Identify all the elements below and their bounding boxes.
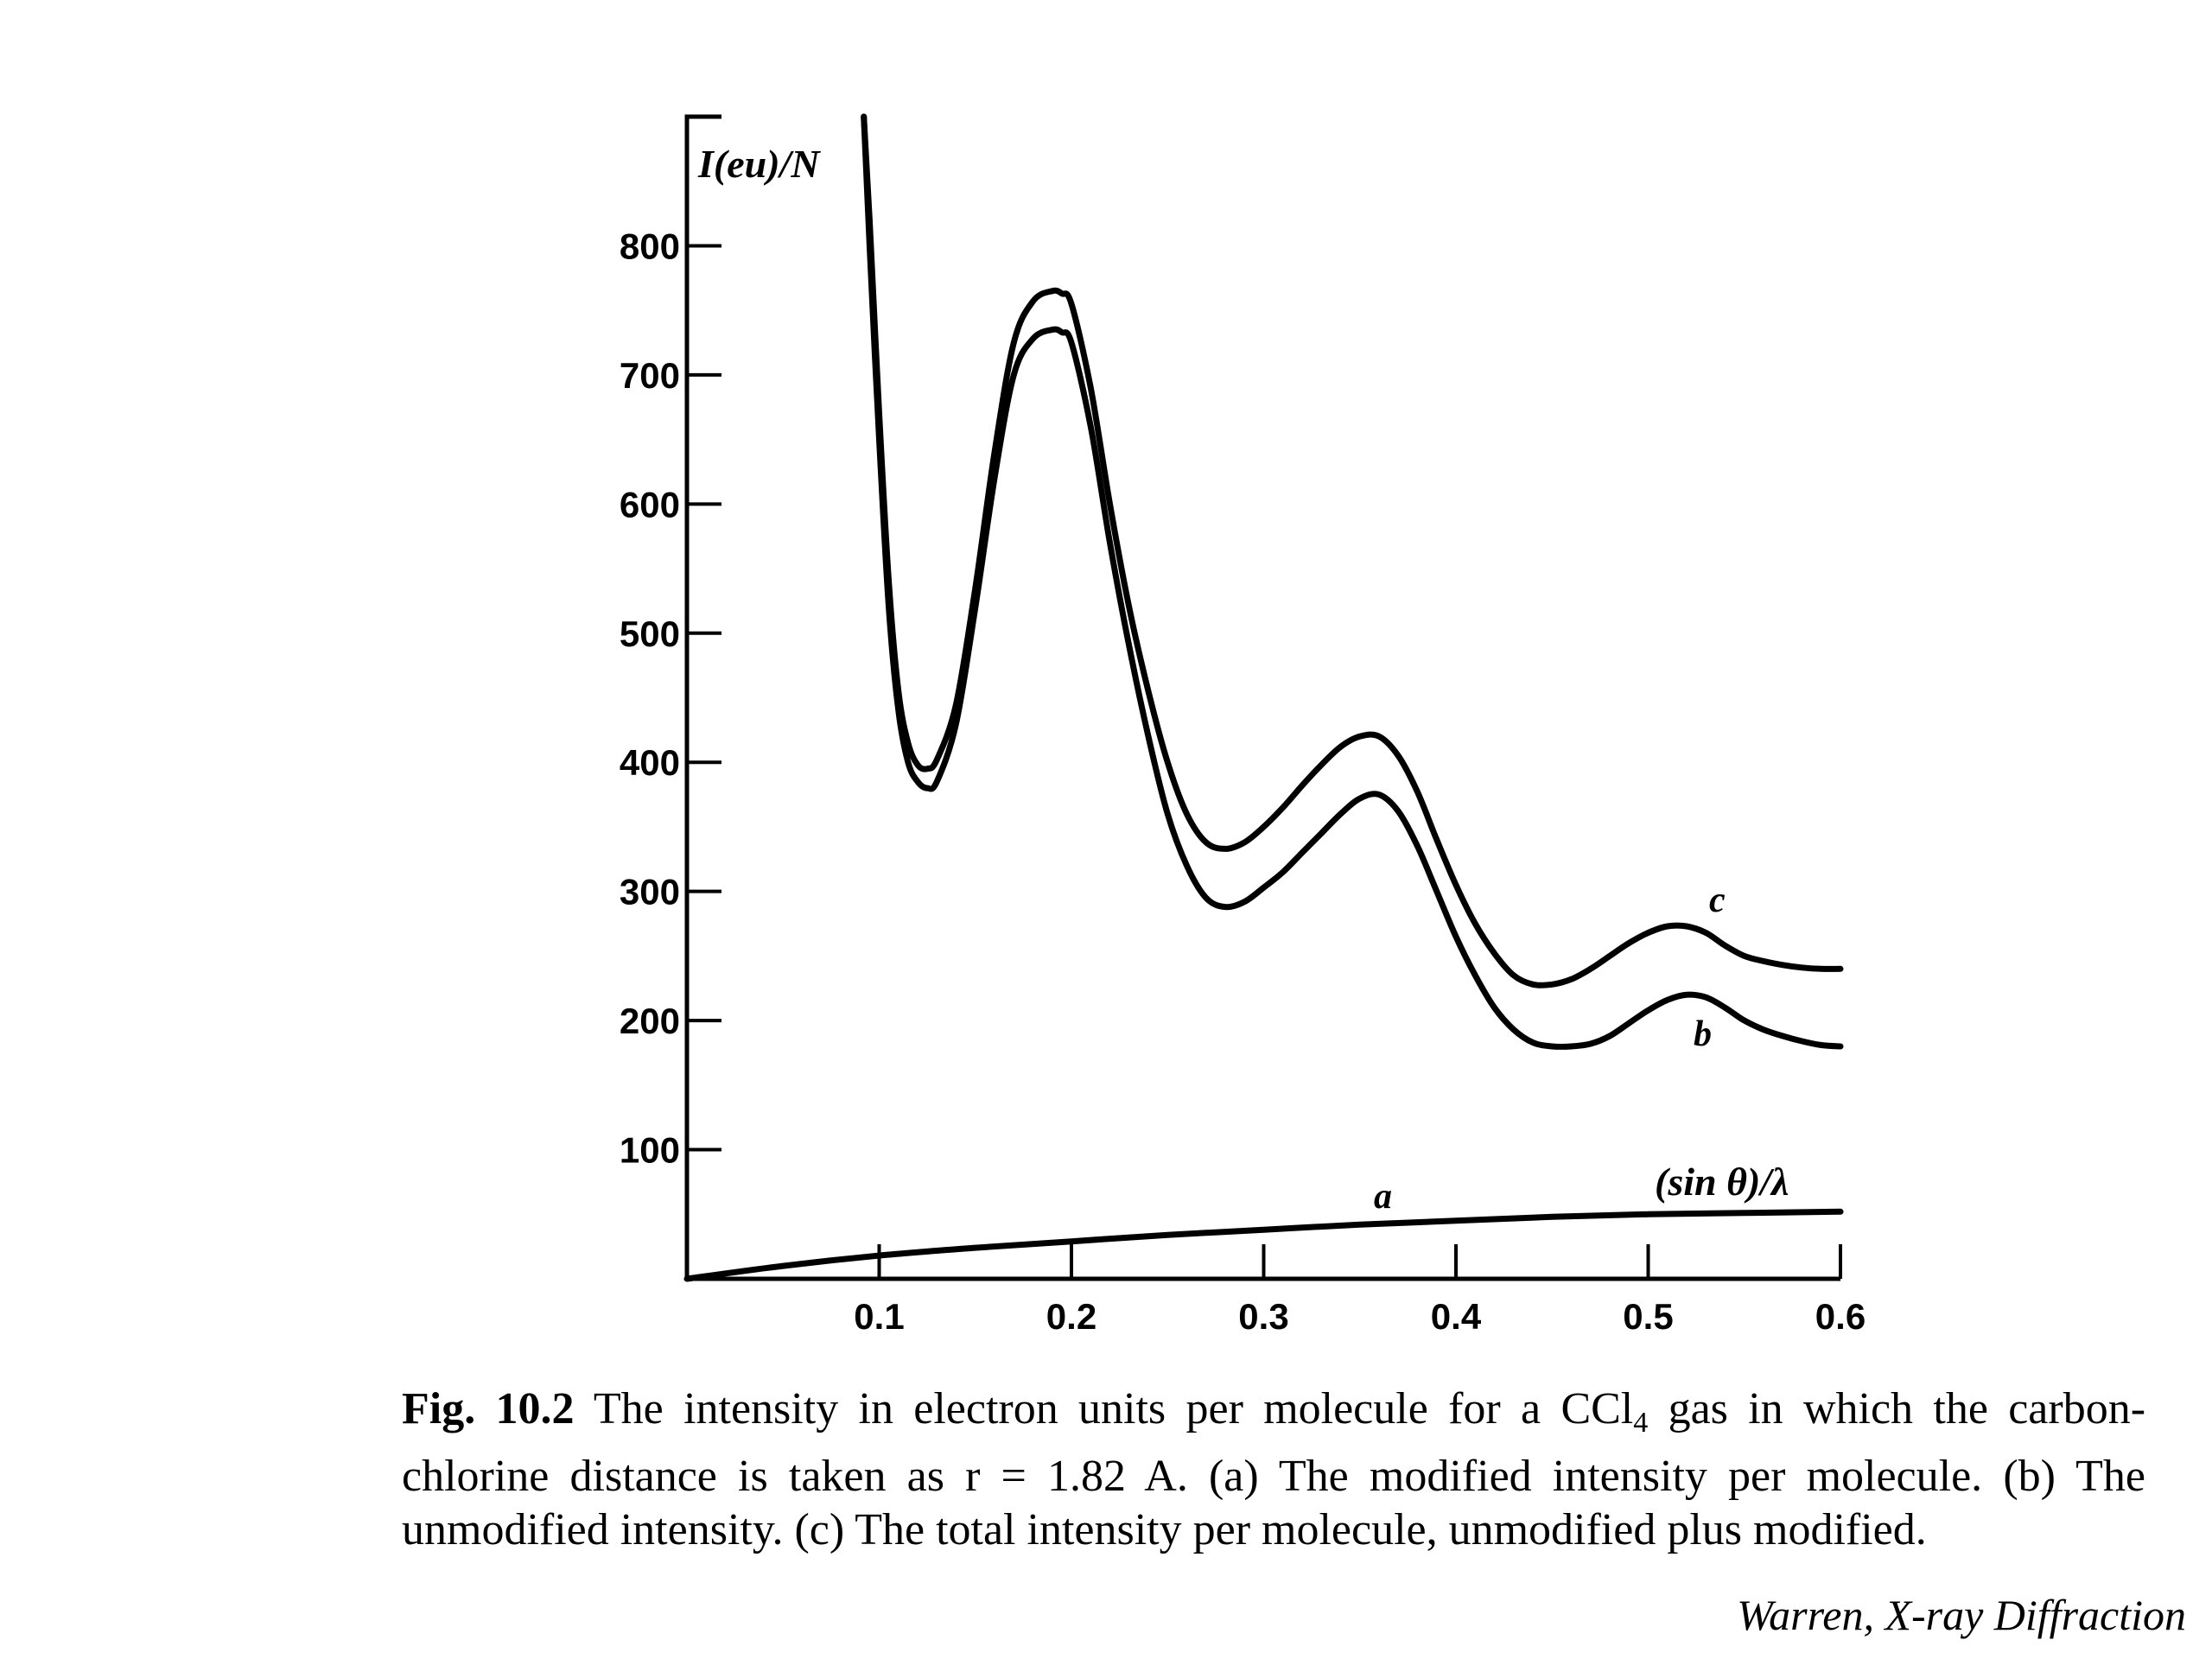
- ticks: 100 200 300 400 500 600 700 800 0.1 0.2 0.3 0.4 0.5 0…: [620, 226, 1866, 1337]
- y-tick-label: 800: [620, 226, 680, 266]
- series-line-b: [861, 113, 1844, 1050]
- y-tick-label: 500: [620, 613, 680, 654]
- curve-label-c: c: [1709, 880, 1726, 920]
- y-tick-label: 600: [620, 484, 680, 524]
- x-axis-label: (sin θ)/λ: [1655, 1160, 1789, 1204]
- y-tick-label: 300: [620, 872, 680, 912]
- x-tick-label: 0.2: [1046, 1296, 1096, 1337]
- y-tick-label: 700: [620, 355, 680, 396]
- curve-label-b: b: [1694, 1014, 1712, 1054]
- caption-subscript: 4: [1633, 1407, 1649, 1439]
- x-tick-label: 0.3: [1238, 1296, 1288, 1337]
- y-tick-label: 100: [620, 1130, 680, 1171]
- caption-text-2: gas in which the carbon-chlorine distanc…: [402, 1384, 2146, 1554]
- y-axis-label: I(eu)/N: [697, 142, 821, 186]
- axis-lines: [684, 114, 1840, 1281]
- caption-text-1: The intensity in electron units per mole…: [593, 1384, 1634, 1433]
- x-tick-label: 0.6: [1815, 1296, 1866, 1337]
- figure-number: Fig. 10.2: [402, 1384, 575, 1433]
- source-credit: Warren, X-ray Diffraction: [1737, 1591, 2186, 1639]
- axes: [684, 114, 1840, 1281]
- x-tick-label: 0.4: [1431, 1296, 1482, 1337]
- series-line-a: [683, 1208, 1844, 1282]
- curve-label-a: a: [1374, 1177, 1392, 1217]
- series-layer: [683, 113, 1844, 1282]
- x-tick-label: 0.1: [854, 1296, 904, 1337]
- y-tick-label: 200: [620, 1001, 680, 1041]
- x-tick-label: 0.5: [1623, 1296, 1673, 1337]
- figure-caption: Fig. 10.2 The intensity in electron unit…: [402, 1382, 2145, 1557]
- y-tick-label: 400: [620, 742, 680, 783]
- series-line-c: [861, 113, 1844, 988]
